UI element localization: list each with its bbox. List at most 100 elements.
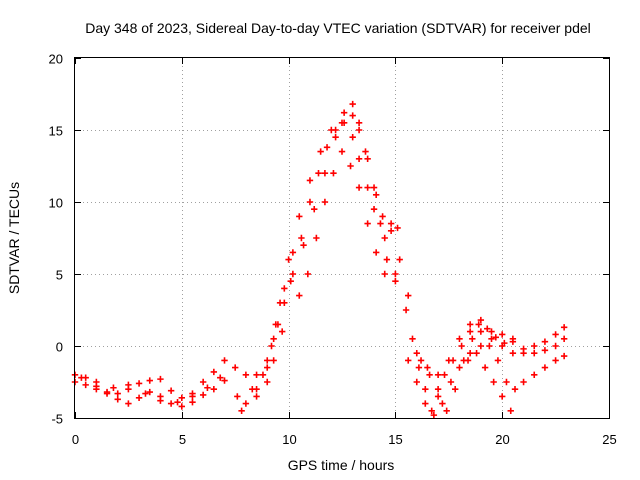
data-point bbox=[340, 109, 348, 116]
data-point bbox=[296, 213, 303, 220]
data-point bbox=[242, 371, 250, 378]
data-point bbox=[417, 357, 425, 364]
series-track-9 bbox=[405, 350, 514, 419]
data-point bbox=[486, 342, 493, 350]
data-point bbox=[362, 148, 369, 155]
plot-frame bbox=[74, 57, 610, 419]
data-point bbox=[281, 299, 288, 306]
data-point bbox=[381, 234, 388, 242]
data-point bbox=[370, 184, 378, 191]
data-point bbox=[268, 342, 275, 350]
data-point bbox=[349, 112, 356, 119]
data-point bbox=[466, 328, 474, 335]
data-point bbox=[531, 342, 538, 350]
data-point bbox=[364, 184, 371, 191]
data-point bbox=[402, 306, 410, 314]
data-point bbox=[492, 334, 499, 341]
data-point bbox=[441, 371, 448, 378]
data-point bbox=[445, 357, 452, 364]
data-point bbox=[405, 292, 412, 299]
data-point bbox=[93, 386, 100, 393]
data-point bbox=[340, 119, 348, 126]
data-point bbox=[317, 148, 324, 155]
data-point bbox=[413, 378, 420, 386]
data-point bbox=[157, 397, 164, 404]
series-track-11 bbox=[413, 316, 568, 378]
data-point bbox=[270, 335, 277, 342]
data-point bbox=[475, 321, 482, 328]
data-point bbox=[304, 270, 312, 278]
data-point bbox=[199, 378, 207, 386]
y-tick-label: 5 bbox=[56, 268, 63, 283]
data-point bbox=[270, 357, 277, 364]
data-point bbox=[349, 100, 356, 108]
data-point bbox=[306, 198, 314, 206]
data-point bbox=[82, 381, 89, 389]
series-track-10 bbox=[417, 328, 568, 414]
data-point bbox=[178, 394, 185, 402]
data-point bbox=[394, 224, 401, 232]
data-point bbox=[364, 220, 371, 227]
data-point bbox=[264, 357, 271, 364]
data-point bbox=[135, 380, 143, 387]
data-point bbox=[458, 342, 465, 350]
data-point bbox=[560, 352, 568, 360]
data-point bbox=[210, 386, 218, 393]
data-point bbox=[355, 184, 363, 191]
y-tick-label: 0 bbox=[56, 340, 63, 355]
data-point bbox=[392, 270, 399, 278]
data-point bbox=[541, 338, 549, 345]
x-tick-label: 20 bbox=[495, 432, 509, 447]
data-point bbox=[347, 162, 354, 170]
data-point bbox=[142, 390, 149, 397]
y-axis-label: SDTVAR / TECUs bbox=[6, 182, 22, 294]
data-point bbox=[321, 170, 329, 177]
series-track-4 bbox=[232, 119, 399, 378]
data-point bbox=[387, 227, 395, 234]
data-point bbox=[287, 278, 294, 285]
data-point bbox=[477, 328, 485, 335]
data-point bbox=[332, 134, 339, 141]
data-point bbox=[439, 400, 446, 407]
data-point bbox=[264, 378, 271, 386]
data-point bbox=[321, 198, 329, 206]
data-point bbox=[488, 335, 495, 342]
data-point bbox=[469, 335, 476, 342]
series-track-1 bbox=[71, 357, 228, 402]
data-point bbox=[146, 388, 153, 396]
data-point bbox=[422, 400, 429, 407]
series-track-12 bbox=[466, 331, 568, 357]
data-point bbox=[383, 256, 391, 263]
data-point bbox=[405, 357, 412, 364]
data-point bbox=[443, 407, 450, 414]
data-point bbox=[114, 390, 121, 397]
data-point bbox=[210, 368, 218, 376]
data-point bbox=[114, 396, 121, 403]
data-point bbox=[509, 350, 517, 357]
data-point bbox=[490, 378, 497, 386]
data-point bbox=[434, 386, 442, 393]
data-point bbox=[481, 364, 489, 371]
data-point bbox=[296, 292, 303, 299]
data-point bbox=[125, 381, 132, 389]
data-point bbox=[541, 364, 549, 371]
data-point bbox=[103, 390, 111, 397]
data-point bbox=[332, 126, 339, 134]
data-point bbox=[281, 285, 288, 292]
data-point bbox=[306, 177, 314, 184]
data-point bbox=[167, 387, 175, 394]
data-point bbox=[264, 364, 271, 371]
data-point bbox=[560, 335, 568, 342]
data-point bbox=[315, 170, 322, 177]
data-point bbox=[157, 375, 164, 383]
data-point bbox=[78, 374, 85, 381]
series-track-5 bbox=[238, 112, 412, 414]
data-point bbox=[511, 386, 519, 393]
y-tick-label: 10 bbox=[49, 196, 63, 211]
data-point bbox=[242, 400, 250, 407]
data-point bbox=[289, 249, 297, 256]
grid bbox=[75, 58, 609, 418]
x-axis-label: GPS time / hours bbox=[288, 457, 395, 473]
data-point bbox=[456, 335, 463, 342]
